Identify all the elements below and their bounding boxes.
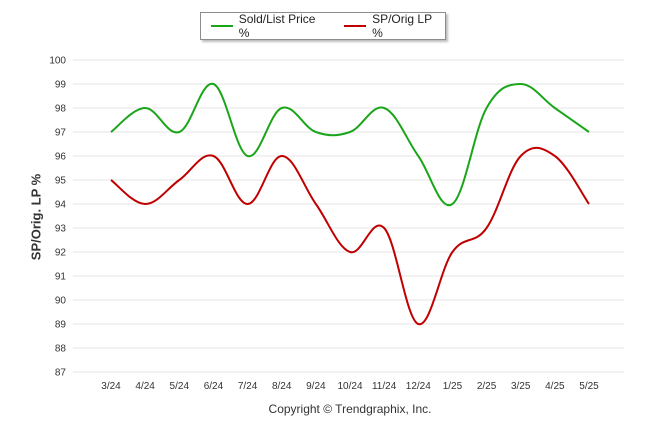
y-tick-label-96: 96	[55, 152, 67, 163]
series-lines	[110, 82, 590, 326]
x-tick-label-4-25: 4/25	[545, 381, 565, 392]
y-axis-ticks: 87 88 89 90 91 92 93 94 95 96 97 98 99 100	[49, 56, 66, 379]
x-axis-ticks: 3/24 4/24 5/24 6/24 7/24 8/24 9/24 10/24 11/24 12…	[101, 381, 599, 392]
x-tick-label-8-24: 8/24	[272, 381, 292, 392]
x-tick-label-2-25: 2/25	[477, 381, 497, 392]
y-tick-label-97: 97	[55, 128, 67, 139]
series-line-sold-list	[110, 82, 590, 207]
y-tick-label-88: 88	[55, 344, 67, 355]
y-tick-label-93: 93	[55, 224, 67, 235]
chart-legend: Sold/List Price % SP/Orig LP %	[200, 12, 446, 40]
x-tick-label-3-24: 3/24	[101, 381, 121, 392]
legend-label-sold-list: Sold/List Price %	[238, 12, 316, 40]
y-tick-label-87: 87	[55, 368, 67, 379]
x-tick-label-5-24: 5/24	[170, 381, 190, 392]
legend-swatch-red	[344, 25, 367, 27]
y-tick-label-89: 89	[55, 320, 67, 331]
y-tick-label-92: 92	[55, 248, 67, 259]
x-tick-label-9-24: 9/24	[306, 381, 326, 392]
x-tick-label-6-24: 6/24	[204, 381, 224, 392]
y-tick-label-100: 100	[49, 56, 66, 67]
y-axis-label: SP/Orig. LP %	[28, 173, 44, 261]
x-tick-label-10-24: 10/24	[337, 381, 362, 392]
copyright-text: Copyright © Trendgraphix, Inc.	[268, 402, 432, 416]
legend-label-sp-orig: SP/Orig LP %	[372, 12, 432, 40]
y-tick-label-98: 98	[55, 104, 67, 115]
y-tick-label-90: 90	[55, 296, 67, 307]
x-tick-label-7-24: 7/24	[238, 381, 258, 392]
y-tick-label-95: 95	[55, 176, 67, 187]
x-tick-label-4-24: 4/24	[135, 381, 155, 392]
grid-lines	[73, 59, 624, 373]
x-tick-label-1-25: 1/25	[443, 381, 463, 392]
x-tick-label-12-24: 12/24	[406, 381, 431, 392]
x-tick-label-5-25: 5/25	[579, 381, 599, 392]
legend-swatch-green	[211, 25, 233, 27]
legend-item-sold-list: Sold/List Price %	[211, 12, 328, 40]
series-line-sp-orig	[110, 146, 590, 326]
y-tick-label-99: 99	[55, 80, 67, 91]
y-tick-label-94: 94	[55, 200, 67, 211]
legend-item-sp-orig: SP/Orig LP %	[344, 12, 445, 40]
y-tick-label-91: 91	[55, 272, 67, 283]
x-tick-label-11-24: 11/24	[372, 381, 397, 392]
x-tick-label-3-25: 3/25	[511, 381, 531, 392]
